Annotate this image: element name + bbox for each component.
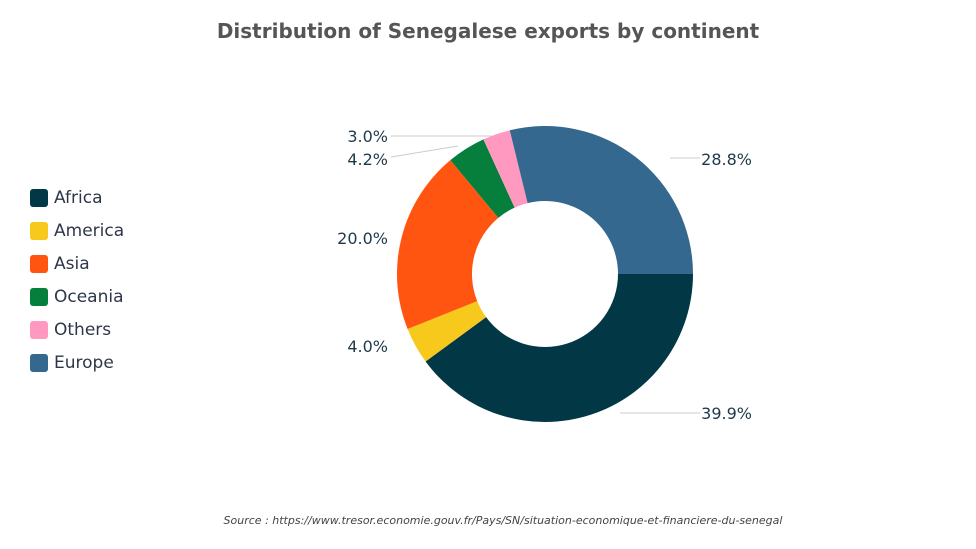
slice-oceania	[450, 139, 515, 218]
source-note: Source : https://www.tresor.economie.gou…	[223, 514, 783, 527]
slice-asia	[397, 160, 499, 329]
chart-title: Distribution of Senegalese exports by co…	[216, 19, 760, 43]
legend-swatch	[30, 254, 48, 273]
slice-europe	[509, 126, 693, 274]
legend-swatch	[30, 188, 48, 207]
slice-others	[483, 130, 528, 208]
legend-label: Others	[54, 319, 112, 340]
legend-item-america: America	[30, 214, 124, 247]
data-label-others: 3.0%	[347, 127, 388, 146]
legend-label: Africa	[54, 187, 103, 208]
data-label-europe: 28.8%	[701, 150, 752, 169]
slice-america	[407, 301, 487, 362]
leader-line	[390, 145, 459, 158]
legend-swatch	[30, 221, 48, 240]
data-label-america: 4.0%	[347, 337, 388, 356]
legend-swatch	[30, 353, 48, 372]
legend-item-oceania: Oceania	[30, 280, 124, 313]
legend-label: America	[54, 220, 125, 241]
legend-swatch	[30, 320, 48, 339]
legend-item-asia: Asia	[30, 247, 124, 280]
legend-item-others: Others	[30, 313, 124, 346]
data-label-oceania: 4.2%	[347, 150, 388, 169]
legend-item-europe: Europe	[30, 346, 124, 379]
slice-africa	[425, 274, 693, 423]
legend-item-africa: Africa	[30, 181, 124, 214]
data-label-asia: 20.0%	[337, 229, 388, 248]
legend-label: Europe	[54, 352, 114, 373]
data-label-africa: 39.9%	[701, 404, 752, 423]
legend: Africa America Asia Oceania Others Europ…	[30, 181, 124, 379]
legend-swatch	[30, 287, 48, 306]
legend-label: Asia	[54, 253, 90, 274]
legend-label: Oceania	[54, 286, 124, 307]
